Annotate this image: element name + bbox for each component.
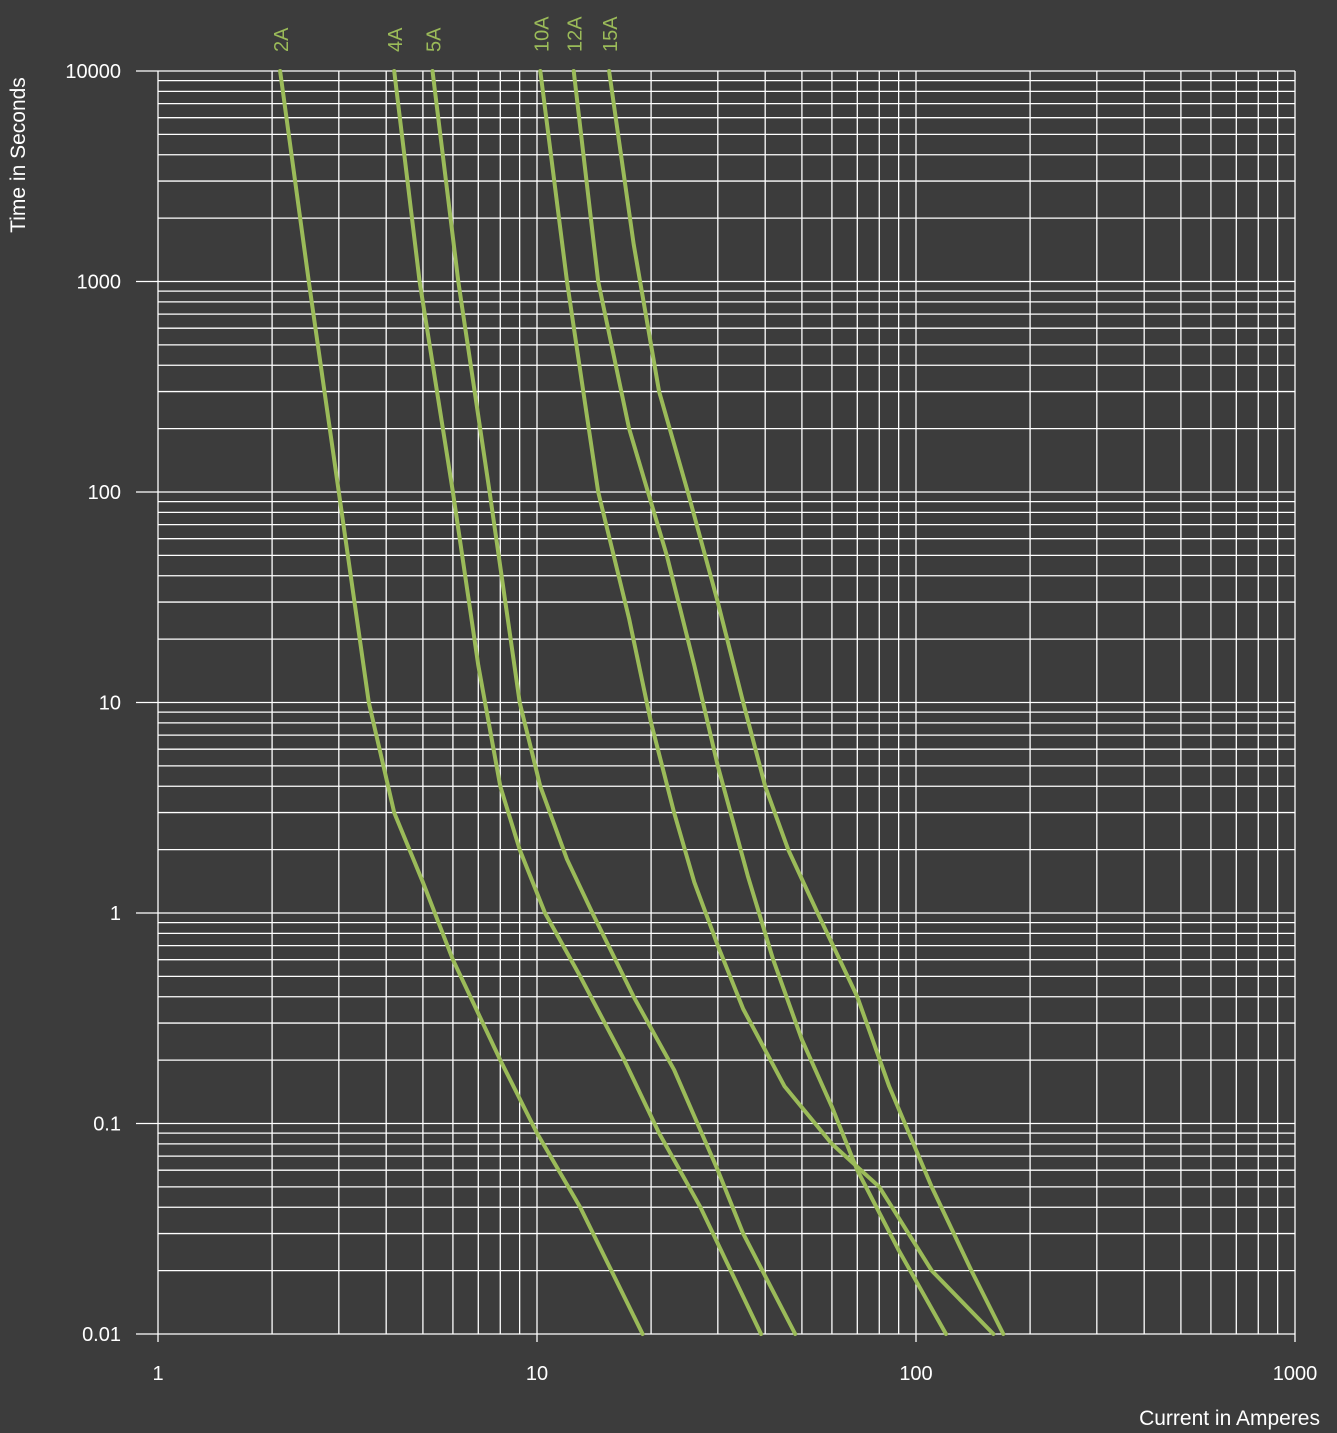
x-axis-title: Current in Amperes <box>1139 1407 1320 1430</box>
series-label-4A: 4A <box>385 27 407 52</box>
series-line-15A <box>607 69 1006 1336</box>
series-line-12A <box>571 69 948 1336</box>
series-group <box>278 69 1006 1336</box>
series-label-10A: 10A <box>531 16 553 52</box>
series-label-2A: 2A <box>271 27 293 52</box>
series-line-10A <box>538 69 996 1336</box>
y-tick-label: 10000 <box>65 61 121 83</box>
x-tick-label: 10 <box>526 1363 548 1385</box>
x-tick-label: 1 <box>152 1363 163 1385</box>
series-line-4A <box>392 69 763 1336</box>
series-label-5A: 5A <box>424 27 446 52</box>
axis-ticks: 0.01 0.1 1 10 100 1000 10000 1 10 100 1000 <box>65 61 1317 1385</box>
series-labels: 2A 4A 5A 10A 12A 15A <box>271 16 622 52</box>
series-label-12A: 12A <box>565 16 587 52</box>
y-tick-label: 100 <box>88 482 121 504</box>
y-tick-label: 10 <box>99 693 121 715</box>
x-tick-label: 1000 <box>1273 1363 1318 1385</box>
y-axis-title: Time in Seconds <box>7 77 30 233</box>
y-tick-label: 0.1 <box>93 1114 121 1136</box>
series-line-5A <box>430 69 798 1336</box>
series-label-15A: 15A <box>600 16 622 52</box>
y-tick-label: 1 <box>110 903 121 925</box>
grid <box>157 70 1296 1335</box>
y-tick-label: 0.01 <box>82 1324 121 1346</box>
series-line-2A <box>278 69 645 1336</box>
y-tick-label: 1000 <box>77 272 122 294</box>
x-tick-label: 100 <box>899 1363 932 1385</box>
